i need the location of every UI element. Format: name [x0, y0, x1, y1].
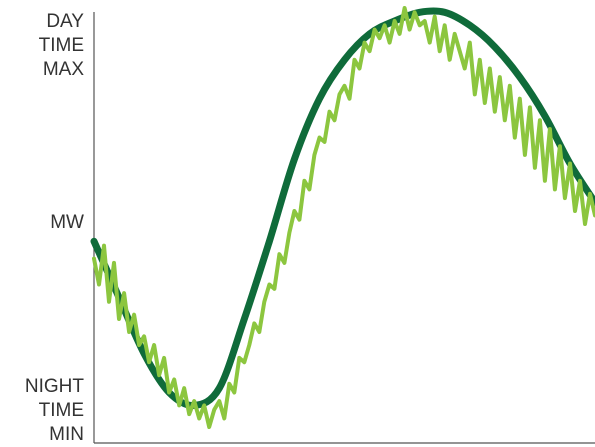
y-tick-label-line: MAX: [42, 59, 84, 80]
series-noisy-line: [92, 6, 595, 429]
y-tick-label-line: TIME: [38, 35, 84, 56]
y-tick-label-day-time-max: DAY TIME MAX: [39, 10, 84, 82]
y-tick-label-line: MW: [50, 212, 84, 233]
y-tick-label-line: MIN: [49, 424, 84, 445]
series-smooth-line: [90, 7, 595, 409]
y-tick-label-night-time-min: NIGHT TIME MIN: [25, 375, 84, 447]
y-tick-label-line: TIME: [38, 400, 84, 421]
y-tick-label-mw: MW: [50, 211, 84, 235]
y-tick-label-line: NIGHT: [24, 376, 84, 397]
y-tick-label-line: DAY: [46, 11, 84, 32]
